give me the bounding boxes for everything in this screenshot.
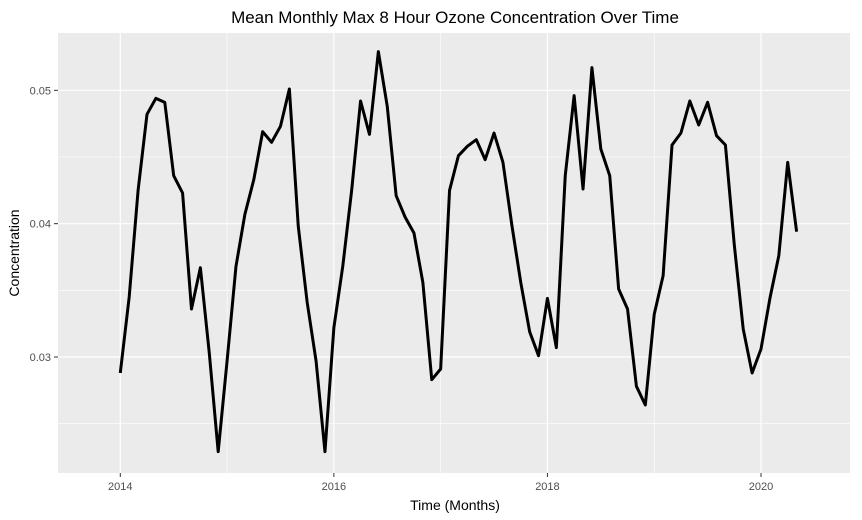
y-tick-label: 0.03	[30, 352, 51, 364]
major-gridlines	[58, 33, 850, 473]
y-tick-label: 0.04	[30, 219, 51, 231]
y-tick-label: 0.05	[30, 85, 51, 97]
x-tick-label: 2016	[322, 481, 346, 493]
x-tick-label: 2014	[108, 481, 132, 493]
y-axis: 0.03 0.04 0.05	[30, 85, 58, 364]
plot-panel	[58, 33, 850, 473]
x-axis: 2014 2016 2018 2020	[108, 473, 773, 493]
chart-title: Mean Monthly Max 8 Hour Ozone Concentrat…	[231, 8, 679, 27]
series-line	[118, 50, 799, 454]
x-tick-label: 2018	[535, 481, 559, 493]
x-axis-title: Time (Months)	[410, 497, 500, 513]
y-axis-title: Concentration	[6, 209, 22, 296]
x-tick-label: 2020	[749, 481, 773, 493]
